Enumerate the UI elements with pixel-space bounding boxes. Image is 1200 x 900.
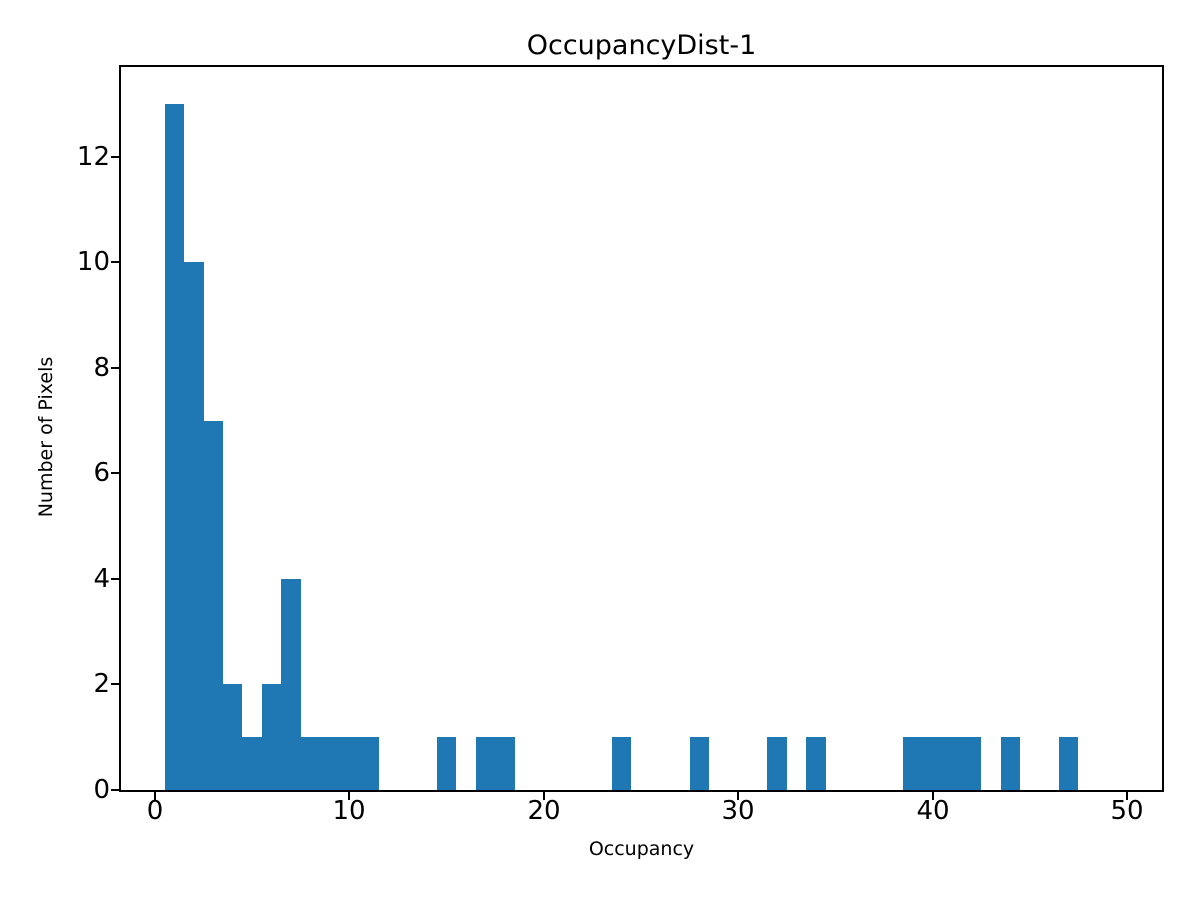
histogram-bar <box>962 737 981 790</box>
histogram-bar <box>767 737 787 790</box>
y-axis-tick <box>111 367 119 369</box>
plot-area <box>119 65 1164 792</box>
histogram-bar <box>242 737 262 790</box>
y-axis-tick-label: 6 <box>93 458 110 488</box>
histogram-bar <box>1059 737 1078 790</box>
histogram-bar <box>903 737 923 790</box>
x-axis-tick <box>1126 792 1128 800</box>
histogram-bar <box>806 737 826 790</box>
y-axis-tick <box>111 472 119 474</box>
histogram-bar <box>204 421 223 790</box>
x-axis-tick <box>348 792 350 800</box>
histogram-bar <box>340 737 359 790</box>
histogram-bar <box>281 579 301 790</box>
histogram-bar <box>223 684 242 790</box>
histogram-bar <box>612 737 631 790</box>
x-axis-tick <box>154 792 156 800</box>
y-axis-tick-label: 12 <box>76 142 110 172</box>
chart-title: OccupancyDist-1 <box>526 30 757 61</box>
x-axis-tick-label: 30 <box>721 796 755 826</box>
histogram-bar <box>359 737 379 790</box>
histogram-bar <box>495 737 515 790</box>
y-axis-tick <box>111 156 119 158</box>
histogram-bar <box>165 104 184 790</box>
x-axis-tick-label: 0 <box>146 796 164 826</box>
y-axis-tick-label: 4 <box>93 564 110 594</box>
histogram-bar <box>1001 737 1020 790</box>
y-axis-tick-label: 0 <box>93 775 110 805</box>
y-axis-tick-label: 10 <box>76 247 110 277</box>
histogram-bar <box>476 737 495 790</box>
histogram-bar <box>437 737 456 790</box>
y-axis-label: Number of Pixels <box>35 356 57 518</box>
y-axis-tick <box>111 683 119 685</box>
y-axis-tick <box>111 578 119 580</box>
histogram-bar <box>690 737 709 790</box>
x-axis-tick-label: 20 <box>527 796 561 826</box>
x-axis-tick-label: 50 <box>1110 796 1144 826</box>
histogram-bar <box>923 737 942 790</box>
histogram-bar <box>301 737 320 790</box>
x-axis-tick <box>543 792 545 800</box>
histogram-bar <box>184 262 204 790</box>
y-axis-tick-label: 8 <box>93 353 110 383</box>
x-axis-tick-label: 40 <box>916 796 950 826</box>
histogram-bar <box>320 737 340 790</box>
x-axis-tick <box>737 792 739 800</box>
histogram-bar <box>942 737 962 790</box>
y-axis-tick <box>111 261 119 263</box>
histogram-bar <box>262 684 281 790</box>
y-axis-tick-label: 2 <box>93 669 110 699</box>
y-axis-tick <box>111 789 119 791</box>
x-axis-label: Occupancy <box>588 838 695 860</box>
x-axis-tick-label: 10 <box>332 796 366 826</box>
x-axis-tick <box>932 792 934 800</box>
